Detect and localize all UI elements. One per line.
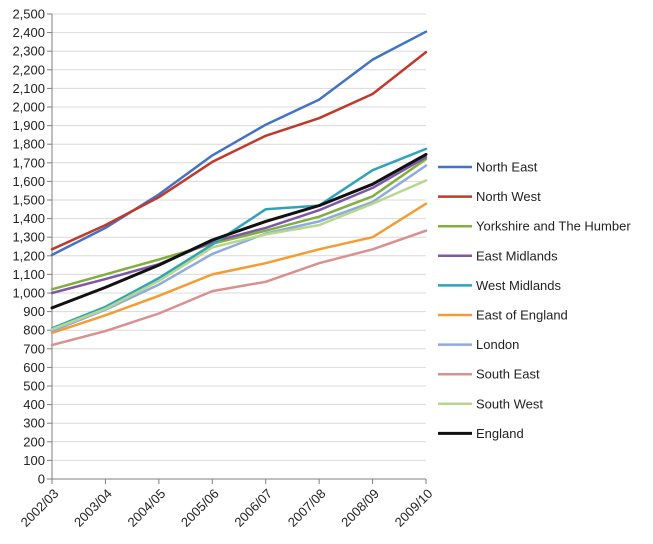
y-tick-label: 2,100 (12, 81, 45, 96)
x-tick-label: 2005/06 (178, 486, 222, 530)
x-tick-label: 2009/10 (392, 486, 436, 530)
series-line (50, 229, 428, 347)
series-line (50, 157, 428, 291)
legend-label: South West (476, 396, 543, 411)
axes (51, 14, 426, 480)
y-tick-label: 1,200 (12, 248, 45, 263)
y-tick-label: 1,500 (12, 193, 45, 208)
series-line (50, 147, 428, 330)
series-line (50, 30, 428, 257)
y-tick-label: 400 (23, 397, 45, 412)
y-tick-label: 1,000 (12, 286, 45, 301)
series-lines (50, 30, 428, 347)
x-tick-label: 2003/04 (71, 486, 115, 530)
y-tick-label: 700 (23, 341, 45, 356)
gridlines (52, 13, 426, 480)
y-tick-label: 100 (23, 453, 45, 468)
y-tick-label: 300 (23, 416, 45, 431)
y-tick-label: 1,600 (12, 174, 45, 189)
x-tick-label: 2002/03 (18, 486, 62, 530)
y-tick-label: 1,800 (12, 137, 45, 152)
y-tick-label: 500 (23, 379, 45, 394)
x-tick-label: 2007/08 (285, 486, 329, 530)
y-tick-label: 2,000 (12, 100, 45, 115)
y-tick-label: 2,200 (12, 62, 45, 77)
series-line (50, 155, 428, 295)
series-line (50, 152, 428, 310)
x-axis-ticks: 2002/03 2003/04 2004/05 2005/06 2006/07 2007/… (18, 479, 436, 530)
x-tick-label: 2004/05 (124, 486, 168, 530)
y-tick-label: 1,700 (12, 155, 45, 170)
y-tick-label: 900 (23, 304, 45, 319)
legend-label: South East (476, 367, 540, 382)
y-tick-label: 1,400 (12, 211, 45, 226)
x-tick-label: 2008/09 (338, 486, 382, 530)
legend-label: East Midlands (476, 248, 558, 263)
legend-label: London (476, 337, 519, 352)
y-tick-label: 2,500 (12, 7, 45, 22)
y-tick-label: 1,900 (12, 118, 45, 133)
legend-label: North East (476, 160, 538, 175)
y-tick-label: 2,300 (12, 44, 45, 59)
y-tick-label: 2,400 (12, 25, 45, 40)
x-tick-label: 2006/07 (231, 486, 275, 530)
y-axis-ticks: 0 100 200 300 400 500 600 700 800 900 1,000 1,100 1,… (12, 7, 52, 487)
series-line (50, 179, 428, 331)
y-tick-label: 600 (23, 360, 45, 375)
legend-label: England (476, 426, 524, 441)
legend-label: Yorkshire and The Humber (476, 219, 631, 234)
legend-label: East of England (476, 308, 568, 323)
legend-label: West Midlands (476, 278, 562, 293)
legend: North East North West Yorkshire and The Hu… (438, 160, 631, 441)
y-tick-label: 800 (23, 323, 45, 338)
y-tick-label: 0 (38, 472, 45, 487)
y-tick-label: 1,300 (12, 230, 45, 245)
series-line (50, 50, 428, 251)
y-tick-label: 1,100 (12, 267, 45, 282)
legend-label: North West (476, 189, 541, 204)
series-line (50, 202, 428, 335)
y-tick-label: 200 (23, 434, 45, 449)
